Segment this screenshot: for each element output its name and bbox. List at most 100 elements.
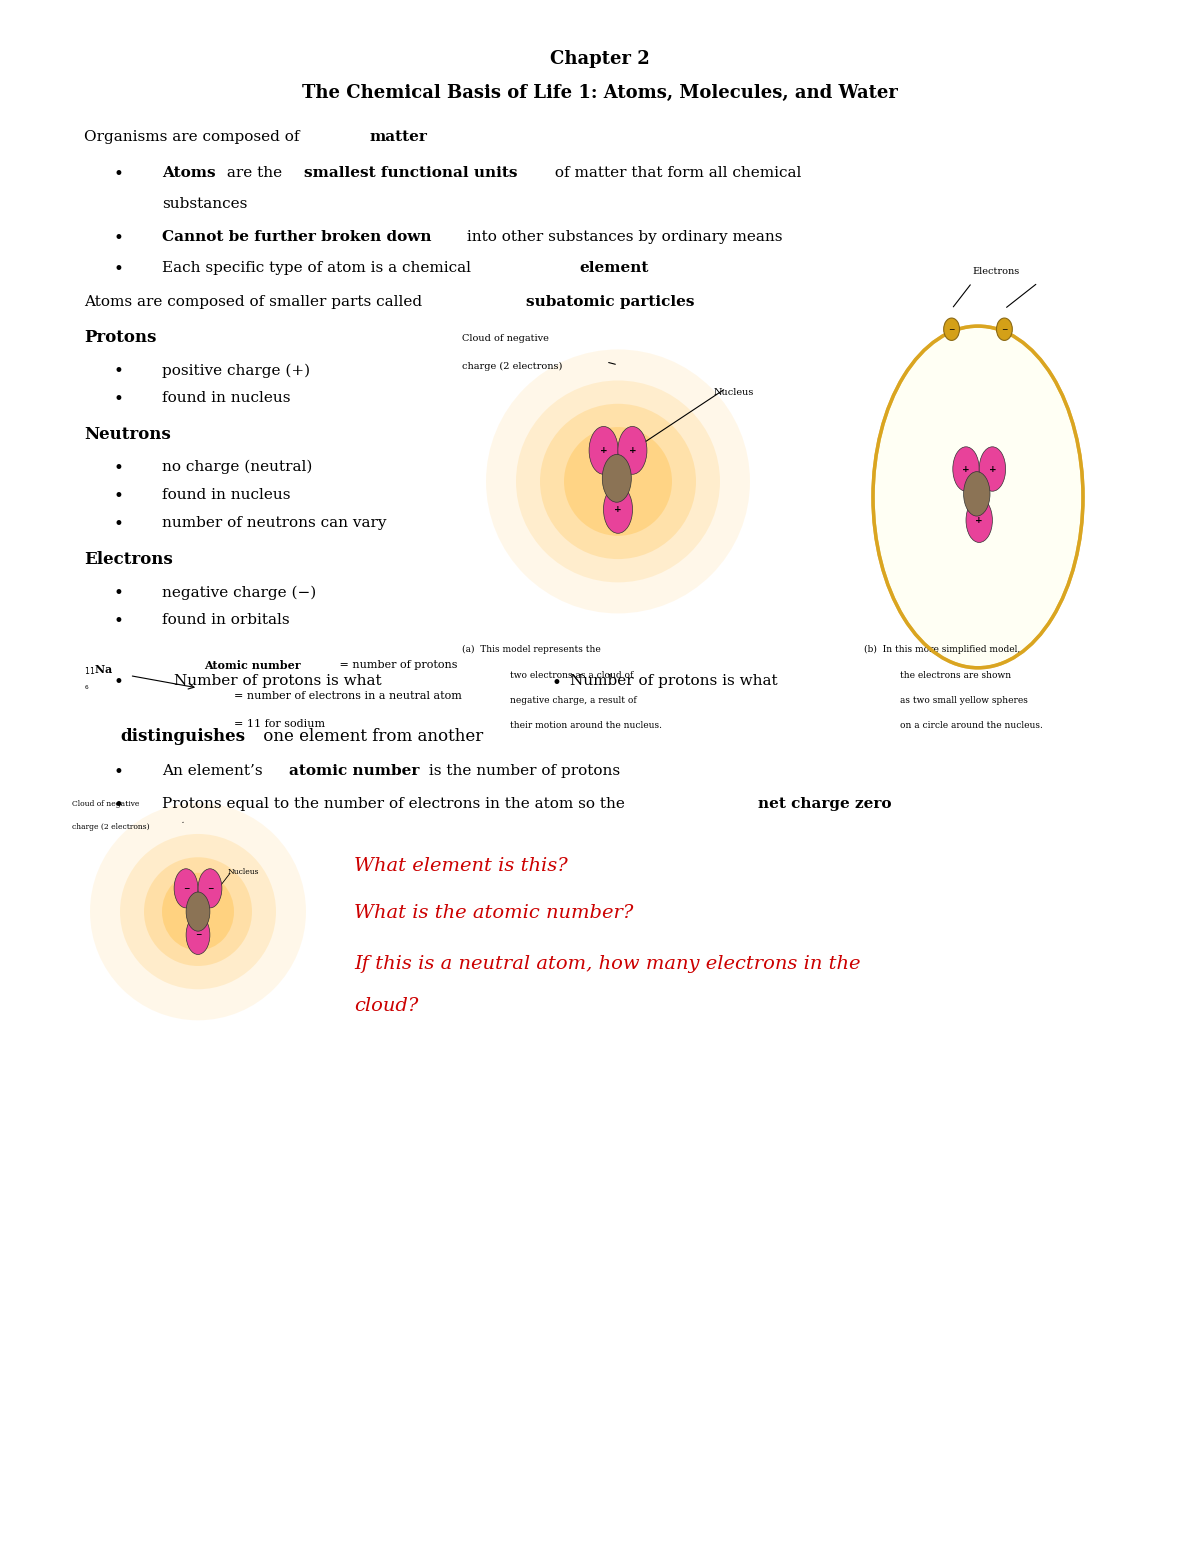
- Ellipse shape: [486, 349, 750, 613]
- Text: distinguishes: distinguishes: [120, 728, 245, 745]
- Text: +: +: [629, 446, 636, 455]
- Ellipse shape: [604, 486, 632, 533]
- Text: +: +: [989, 464, 996, 474]
- Text: What is the atomic number?: What is the atomic number?: [354, 904, 634, 922]
- Ellipse shape: [589, 427, 618, 474]
- Text: •: •: [114, 391, 124, 408]
- Text: two electrons as a cloud of: two electrons as a cloud of: [510, 671, 634, 680]
- Text: +: +: [614, 505, 622, 514]
- Text: on a circle around the nucleus.: on a circle around the nucleus.: [900, 721, 1043, 730]
- Ellipse shape: [996, 318, 1013, 340]
- Ellipse shape: [602, 455, 631, 502]
- Text: What element is this?: What element is this?: [354, 857, 568, 876]
- Ellipse shape: [564, 427, 672, 536]
- Text: Chapter 2: Chapter 2: [550, 50, 650, 68]
- Ellipse shape: [540, 404, 696, 559]
- Text: +: +: [962, 464, 970, 474]
- Text: •: •: [552, 674, 562, 693]
- Text: •: •: [114, 764, 124, 781]
- Text: •: •: [114, 460, 124, 477]
- Text: negative charge, a result of: negative charge, a result of: [510, 696, 637, 705]
- Ellipse shape: [943, 318, 960, 340]
- Text: Electrons: Electrons: [84, 551, 173, 568]
- Text: Atoms: Atoms: [162, 166, 216, 180]
- Ellipse shape: [174, 868, 198, 909]
- Text: •: •: [114, 674, 124, 691]
- Text: net charge zero: net charge zero: [758, 797, 892, 811]
- Text: smallest functional units: smallest functional units: [304, 166, 517, 180]
- Ellipse shape: [90, 803, 306, 1020]
- Text: Nucleus: Nucleus: [714, 388, 755, 398]
- Text: Cloud of negative: Cloud of negative: [72, 800, 139, 808]
- Text: +: +: [976, 516, 983, 525]
- Ellipse shape: [964, 472, 990, 516]
- Text: •: •: [114, 797, 124, 814]
- Ellipse shape: [162, 873, 234, 950]
- Text: as two small yellow spheres: as two small yellow spheres: [900, 696, 1028, 705]
- Text: found in orbitals: found in orbitals: [162, 613, 289, 627]
- Ellipse shape: [186, 891, 210, 932]
- Text: is the number of protons: is the number of protons: [424, 764, 619, 778]
- Text: Atomic number: Atomic number: [204, 660, 301, 671]
- Text: Protons equal to the number of electrons in the atom so the: Protons equal to the number of electrons…: [162, 797, 630, 811]
- Ellipse shape: [186, 915, 210, 955]
- Text: +: +: [600, 446, 607, 455]
- Text: number of neutrons can vary: number of neutrons can vary: [162, 516, 386, 530]
- Text: substances: substances: [162, 197, 247, 211]
- Text: Number of protons is what: Number of protons is what: [174, 674, 382, 688]
- Text: = number of electrons in a neutral atom: = number of electrons in a neutral atom: [234, 691, 462, 700]
- Text: •: •: [114, 363, 124, 380]
- Text: Cloud of negative: Cloud of negative: [462, 334, 548, 343]
- Text: Nucleus: Nucleus: [228, 868, 259, 876]
- Text: •: •: [114, 613, 124, 631]
- Text: −: −: [194, 930, 202, 940]
- Text: negative charge (−): negative charge (−): [162, 585, 317, 599]
- Text: = number of protons: = number of protons: [336, 660, 457, 669]
- Text: −: −: [182, 884, 190, 893]
- Text: of matter that form all chemical: of matter that form all chemical: [550, 166, 800, 180]
- Text: Organisms are composed of: Organisms are composed of: [84, 130, 305, 144]
- Text: the electrons are shown: the electrons are shown: [900, 671, 1012, 680]
- Text: −: −: [206, 884, 214, 893]
- Text: −: −: [948, 325, 955, 334]
- Text: The Chemical Basis of Life 1: Atoms, Molecules, and Water: The Chemical Basis of Life 1: Atoms, Mol…: [302, 84, 898, 102]
- Text: found in nucleus: found in nucleus: [162, 488, 290, 502]
- Text: into other substances by ordinary means: into other substances by ordinary means: [462, 230, 782, 244]
- Text: one element from another: one element from another: [258, 728, 484, 745]
- Ellipse shape: [966, 499, 992, 542]
- Text: (b)  In this more simplified model,: (b) In this more simplified model,: [864, 644, 1020, 654]
- Text: Atoms are composed of smaller parts called: Atoms are composed of smaller parts call…: [84, 295, 427, 309]
- Text: $_{11}$Na: $_{11}$Na: [84, 663, 114, 677]
- Text: Neutrons: Neutrons: [84, 426, 170, 443]
- Ellipse shape: [144, 857, 252, 966]
- Text: •: •: [114, 261, 124, 278]
- Ellipse shape: [953, 447, 979, 491]
- Text: $_{6}$: $_{6}$: [84, 683, 90, 693]
- Text: Electrons: Electrons: [972, 267, 1019, 276]
- Text: charge (2 electrons): charge (2 electrons): [72, 823, 150, 831]
- Text: Cannot be further broken down: Cannot be further broken down: [162, 230, 432, 244]
- Text: atomic number: atomic number: [289, 764, 420, 778]
- Text: •: •: [114, 488, 124, 505]
- Text: If this is a neutral atom, how many electrons in the: If this is a neutral atom, how many elec…: [354, 955, 860, 974]
- Text: Protons: Protons: [84, 329, 156, 346]
- Text: •: •: [114, 585, 124, 603]
- Text: no charge (neutral): no charge (neutral): [162, 460, 312, 474]
- Ellipse shape: [516, 380, 720, 582]
- Ellipse shape: [872, 326, 1084, 668]
- Text: •: •: [114, 230, 124, 247]
- Text: charge (2 electrons): charge (2 electrons): [462, 362, 563, 371]
- Text: cloud?: cloud?: [354, 997, 419, 1016]
- Text: positive charge (+): positive charge (+): [162, 363, 310, 377]
- Text: Number of protons is what: Number of protons is what: [570, 674, 778, 688]
- Text: = 11 for sodium: = 11 for sodium: [234, 719, 325, 728]
- Text: Each specific type of atom is a chemical: Each specific type of atom is a chemical: [162, 261, 476, 275]
- Text: (a)  This model represents the: (a) This model represents the: [462, 644, 601, 654]
- Text: An element’s: An element’s: [162, 764, 268, 778]
- Text: subatomic particles: subatomic particles: [526, 295, 694, 309]
- Text: their motion around the nucleus.: their motion around the nucleus.: [510, 721, 662, 730]
- Text: •: •: [114, 166, 124, 183]
- Text: element: element: [580, 261, 649, 275]
- Ellipse shape: [120, 834, 276, 989]
- Ellipse shape: [979, 447, 1006, 491]
